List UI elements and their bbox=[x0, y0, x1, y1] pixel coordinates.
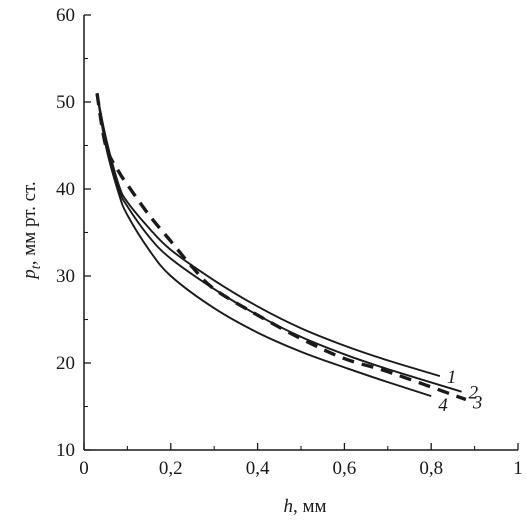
plot-area: 123 4 bbox=[95, 93, 483, 416]
axes: 0 0,2 0,4 0,6 0,8 1 10 20 30 40 50 60 bbox=[56, 5, 523, 479]
x-tick-label: 0,2 bbox=[159, 458, 183, 479]
y-tick-label: 40 bbox=[56, 179, 75, 200]
series-label-4: 4 bbox=[438, 395, 448, 416]
y-tick-label: 10 bbox=[56, 440, 75, 461]
series-line-4 bbox=[96, 93, 432, 398]
series-line-3 bbox=[95, 93, 467, 402]
y-tick-label: 20 bbox=[56, 353, 75, 374]
x-tick-label: 0 bbox=[79, 458, 89, 479]
x-tick-label: 1 bbox=[513, 458, 523, 479]
y-tick-label: 30 bbox=[56, 266, 75, 287]
labels: h, мм pt, мм рт. ст. bbox=[19, 181, 327, 517]
series-label-3: 3 bbox=[472, 393, 483, 414]
y-tick-label: 60 bbox=[56, 5, 75, 26]
series-label-2: 2 bbox=[469, 383, 479, 404]
x-tick-label: 0,8 bbox=[419, 458, 443, 479]
x-tick-label: 0,6 bbox=[333, 458, 357, 479]
series-label-1: 1 bbox=[447, 367, 457, 388]
x-tick-label: 0,4 bbox=[246, 458, 270, 479]
y-axis-title: pt, мм рт. ст. bbox=[19, 181, 44, 280]
y-tick-label: 50 bbox=[56, 92, 75, 113]
x-axis-title: h, мм bbox=[283, 496, 326, 517]
series-line-2 bbox=[96, 93, 462, 393]
